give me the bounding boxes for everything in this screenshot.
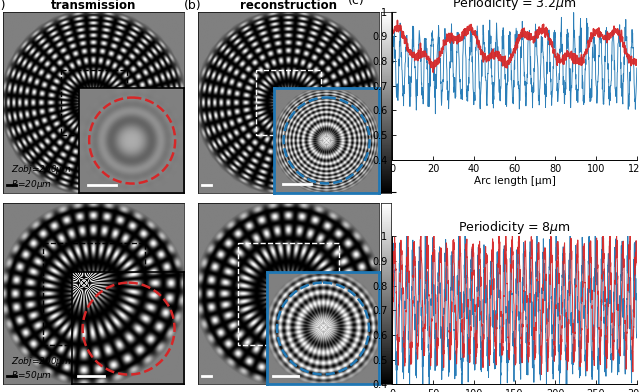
X-axis label: Arc length [μm]: Arc length [μm] — [474, 176, 556, 186]
Title: Periodicity = 3.2$\mu$m: Periodicity = 3.2$\mu$m — [452, 0, 577, 12]
Text: Zobj=200$\mu$m
R=50$\mu$m: Zobj=200$\mu$m R=50$\mu$m — [11, 354, 71, 382]
Title: Periodicity = 8$\mu$m: Periodicity = 8$\mu$m — [458, 220, 571, 236]
Bar — [238, 243, 339, 345]
Title: Ptychographic
reconstruction: Ptychographic reconstruction — [240, 0, 337, 12]
Bar — [256, 70, 321, 135]
Title: Contact
transmission: Contact transmission — [51, 0, 136, 12]
Text: (c): (c) — [348, 0, 365, 7]
Text: (b): (b) — [184, 0, 201, 12]
Bar — [61, 70, 127, 135]
Text: (a): (a) — [0, 0, 6, 12]
Text: Zobj=200$\mu$m
R=20$\mu$m: Zobj=200$\mu$m R=20$\mu$m — [11, 163, 71, 191]
Bar — [44, 243, 145, 345]
